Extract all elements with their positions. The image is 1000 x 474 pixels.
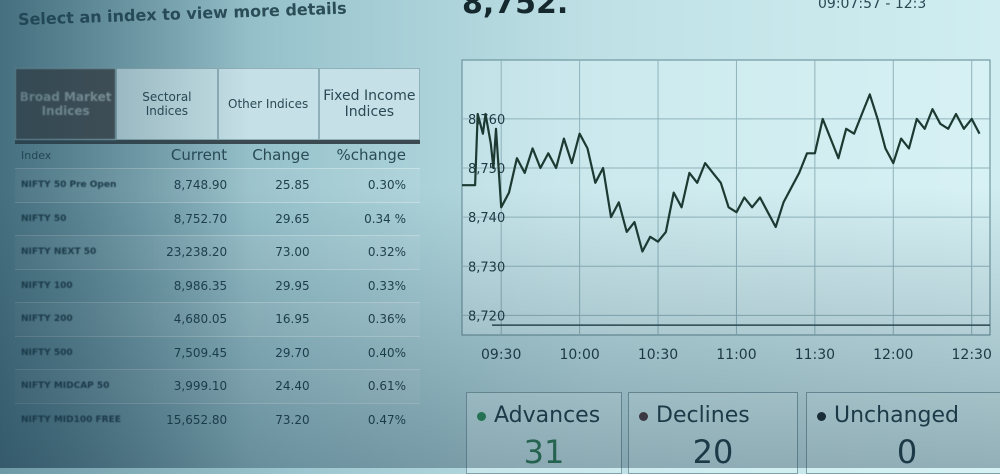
table-row[interactable]: NIFTY NEXT 50 23,238.20 73.00 0.32%	[15, 235, 420, 269]
col-pct-change: %change	[336, 146, 406, 164]
unchanged-label: Unchanged	[834, 403, 959, 428]
x-tick-label: 09:30	[481, 347, 521, 363]
table-row[interactable]: NIFTY MID100 FREE 15,652.80 73.20 0.47%	[15, 402, 420, 436]
cell-change: 73.20	[241, 402, 324, 436]
cell-change: 24.40	[241, 369, 324, 403]
advances-label: Advances	[494, 403, 601, 428]
tab-sectoral[interactable]: Sectoral Indices	[116, 68, 218, 140]
tab-fixed-income[interactable]: Fixed Income Indices	[318, 68, 420, 140]
cell-index-name: NIFTY NEXT 50	[15, 235, 154, 269]
cell-index-name: NIFTY MIDCAP 50	[15, 369, 154, 403]
cell-current: 8,752.70	[153, 201, 242, 236]
y-tick-label: 8,720	[468, 309, 505, 324]
y-tick-label: 8,740	[468, 211, 505, 226]
table-row[interactable]: NIFTY 50 Pre Open 8,748.90 25.85 0.30%	[15, 168, 420, 202]
cell-index-name: NIFTY 200	[15, 302, 154, 336]
cell-current: 23,238.20	[153, 235, 242, 269]
cell-current: 4,680.05	[153, 302, 242, 336]
x-tick-label: 11:30	[795, 347, 835, 363]
cell-pct-change: 0.40%	[323, 335, 420, 370]
tab-broad-market[interactable]: Broad Market Indices	[15, 68, 117, 140]
time-range: 09:07:57 - 12:3	[818, 0, 927, 12]
table-row[interactable]: NIFTY MIDCAP 50 3,999.10 24.40 0.61%	[15, 369, 420, 403]
cell-index-name: NIFTY 100	[15, 268, 154, 303]
cell-pct-change: 0.36%	[323, 302, 420, 336]
col-index: Index	[21, 148, 52, 162]
cell-index-name: NIFTY 50 Pre Open	[15, 168, 154, 202]
declines-box: Declines 20	[628, 392, 798, 474]
y-tick-label: 8,750	[468, 162, 505, 177]
table-row[interactable]: NIFTY 100 8,986.35 29.95 0.33%	[15, 268, 420, 303]
cell-current: 7,509.45	[153, 335, 242, 370]
cell-change: 29.95	[241, 268, 324, 303]
cell-change: 25.85	[241, 168, 324, 202]
x-tick-label: 12:30	[952, 347, 992, 363]
cell-change: 16.95	[241, 302, 324, 336]
current-index-value: 8,752.	[462, 0, 569, 21]
x-tick-label: 10:00	[559, 347, 599, 363]
declines-dot-icon	[639, 411, 648, 421]
declines-value: 20	[692, 433, 734, 471]
declines-label: Declines	[656, 403, 750, 428]
table-row[interactable]: NIFTY 50 8,752.70 29.65 0.34 %	[15, 201, 420, 236]
cell-pct-change: 0.30%	[323, 168, 420, 202]
cell-index-name: NIFTY 500	[15, 335, 154, 370]
y-tick-label: 8,730	[468, 260, 505, 275]
x-tick-label: 10:30	[638, 347, 678, 363]
index-table: Index Current Change %change NIFTY 50 Pr…	[15, 140, 420, 436]
cell-change: 29.65	[241, 201, 324, 236]
advances-box: Advances 31	[466, 392, 622, 474]
cell-change: 73.00	[241, 235, 324, 269]
advances-dot-icon	[477, 411, 486, 421]
unchanged-box: Unchanged 0	[806, 392, 1000, 474]
cell-pct-change: 0.34 %	[323, 201, 420, 236]
cell-pct-change: 0.47%	[323, 402, 420, 436]
index-category-tabs: Broad Market Indices Sectoral Indices Ot…	[15, 68, 420, 144]
cell-index-name: NIFTY MID100 FREE	[15, 402, 154, 436]
col-current: Current	[170, 146, 228, 164]
cell-current: 3,999.10	[153, 369, 242, 403]
advances-value: 31	[523, 433, 565, 471]
cell-pct-change: 0.61%	[323, 369, 420, 403]
table-row[interactable]: NIFTY 500 7,509.45 29.70 0.40%	[15, 335, 420, 370]
cell-current: 8,986.35	[153, 268, 242, 303]
cell-current: 8,748.90	[153, 168, 242, 202]
tab-other[interactable]: Other Indices	[217, 68, 319, 140]
unchanged-dot-icon	[817, 411, 826, 421]
table-row[interactable]: NIFTY 200 4,680.05 16.95 0.36%	[15, 302, 420, 336]
cell-current: 15,652.80	[153, 402, 242, 436]
cell-index-name: NIFTY 50	[15, 201, 154, 236]
index-price-line	[462, 93, 981, 253]
x-tick-label: 12:00	[873, 347, 913, 363]
x-tick-label: 11:00	[716, 347, 756, 363]
cell-pct-change: 0.33%	[323, 268, 420, 303]
unchanged-value: 0	[896, 433, 918, 471]
col-change: Change	[252, 146, 310, 164]
cell-change: 29.70	[241, 335, 324, 370]
cell-pct-change: 0.32%	[323, 235, 420, 269]
